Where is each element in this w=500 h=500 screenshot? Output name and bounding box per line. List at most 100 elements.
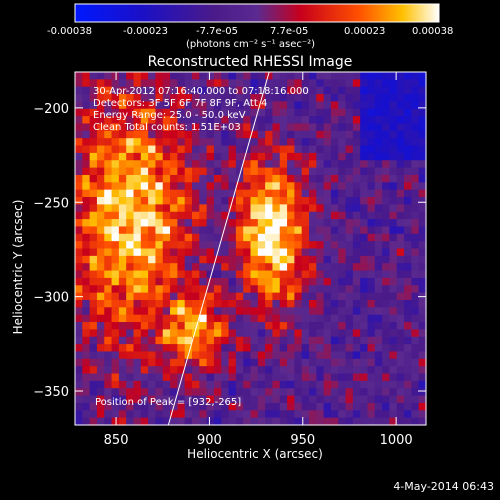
heatmap-cell [279,322,288,330]
heatmap-cell [206,314,215,323]
heatmap-cell [111,388,120,397]
heatmap-cell [389,145,398,154]
heatmap-cell [323,167,332,176]
heatmap-cell [177,277,186,286]
heatmap-cell [148,145,157,154]
heatmap-cell [250,307,259,316]
heatmap-cell [111,248,120,257]
heatmap-cell [192,292,200,301]
heatmap-cell [389,130,398,139]
heatmap-cell [82,79,91,88]
heatmap-cell [352,116,361,125]
heatmap-cell [272,292,281,301]
heatmap-cell [360,108,369,117]
heatmap-cell [418,241,427,250]
heatmap-cell [374,410,383,419]
heatmap-cell [126,270,135,279]
heatmap-cell [111,417,120,426]
heatmap-cell [148,270,157,279]
heatmap-cell [235,167,244,176]
heatmap-cell [352,182,361,191]
heatmap-cell [104,219,113,228]
heatmap-cell [89,138,98,147]
heatmap-cell [272,116,281,125]
heatmap-cell [323,263,332,272]
heatmap-cell [309,277,317,286]
heatmap-cell [228,329,237,338]
heatmap-cell [301,72,310,80]
heatmap-cell [404,167,412,176]
heatmap-cell [294,351,303,360]
heatmap-cell [96,174,105,183]
heatmap-cell [118,152,127,161]
heatmap-cell [301,108,310,117]
heatmap-cell [140,211,149,220]
heatmap-cell [206,410,215,419]
heatmap-cell [140,358,149,367]
heatmap-cell [140,116,149,125]
heatmap-cell [389,219,398,228]
heatmap-cell [170,358,178,367]
heatmap-cell [155,182,164,191]
heatmap-cell [104,145,113,154]
heatmap-cell [89,160,98,169]
y-tick-label: −200 [33,102,69,117]
heatmap-cell [118,307,127,316]
heatmap-cell [206,86,215,95]
heatmap-cell [126,322,135,330]
heatmap-cell [213,233,222,242]
heatmap-cell [367,299,376,308]
heatmap-cell [206,189,215,198]
heatmap-cell [177,322,186,330]
heatmap-cell [411,307,420,316]
heatmap-cell [243,417,252,426]
heatmap-cell [330,145,339,154]
heatmap-cell [192,395,200,404]
heatmap-cell [316,233,325,242]
heatmap-cell [272,241,281,250]
heatmap-cell [118,380,127,389]
heatmap-cell [374,263,383,272]
heatmap-cell [89,204,98,213]
heatmap-cell [133,116,142,125]
heatmap-cell [418,101,427,110]
heatmap-cell [294,314,303,323]
heatmap-cell [75,123,83,132]
heatmap-cell [330,336,339,345]
heatmap-cell [96,285,105,294]
heatmap-cell [162,94,171,103]
heatmap-cell [396,123,405,132]
heatmap-cell [118,417,127,426]
heatmap-cell [192,380,200,389]
heatmap-cell [323,351,332,360]
heatmap-cell [221,255,230,264]
heatmap-cell [352,138,361,147]
heatmap-cell [221,373,230,382]
heatmap-cell [177,241,186,250]
heatmap-cell [301,233,310,242]
heatmap-cell [250,211,259,220]
heatmap-cell [140,388,149,397]
heatmap-cell [118,241,127,250]
heatmap-cell [294,130,303,139]
heatmap-cell [352,189,361,198]
heatmap-cell [162,160,171,169]
heatmap-cell [82,263,91,272]
heatmap-cell [206,241,215,250]
heatmap-cell [235,351,244,360]
heatmap-cell [243,358,252,367]
heatmap-cell [330,197,339,205]
heatmap-cell [243,86,252,95]
heatmap-cell [374,395,383,404]
heatmap-cell [111,86,120,95]
heatmap-cell [148,248,157,257]
heatmap-cell [382,299,391,308]
heatmap-cell [228,86,237,95]
heatmap-cell [309,417,317,426]
heatmap-cell [338,285,347,294]
heatmap-cell [213,255,222,264]
heatmap-cell [272,123,281,132]
heatmap-cell [389,344,398,353]
heatmap-cell [235,417,244,426]
heatmap-cell [118,314,127,323]
